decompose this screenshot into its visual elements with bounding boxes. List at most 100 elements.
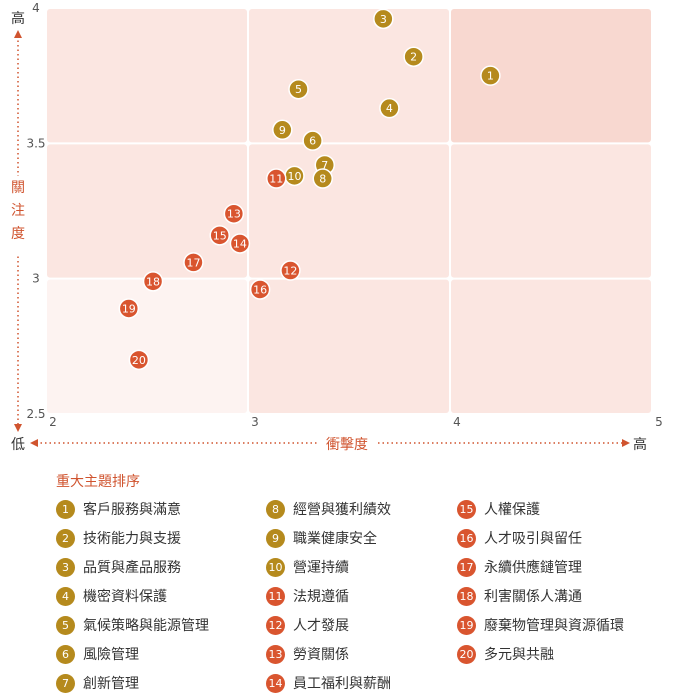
axes: 高 低 高 衝擊度 關注度 <box>9 10 647 453</box>
data-point-8: 8 <box>312 168 333 189</box>
legend-badge: 4 <box>56 586 75 606</box>
legend-badge: 6 <box>56 644 75 664</box>
y-axis-high-label: 高 <box>11 10 25 27</box>
materiality-matrix-chart: 2 3 4 52.533.54 高 低 高 衝擊度 關注度 1234567891011… <box>9 1 663 453</box>
data-point-label: 8 <box>319 173 326 186</box>
data-point-label: 5 <box>295 83 302 96</box>
legend-item-19: 19 廢棄物管理與資源循環 <box>457 614 624 636</box>
legend-label: 多元與共融 <box>484 647 554 663</box>
legend-item-15: 15 人權保護 <box>457 498 540 520</box>
legend-label: 氣候策略與能源管理 <box>83 618 209 634</box>
data-point-label: 1 <box>487 70 494 83</box>
data-point-9: 9 <box>272 119 293 141</box>
data-point-marker <box>302 130 323 151</box>
legend-badge: 18 <box>457 586 476 606</box>
data-point-marker <box>373 8 394 30</box>
data-point-label: 2 <box>410 51 417 64</box>
y-tick-label: 2.5 <box>26 407 45 421</box>
data-point-marker <box>280 260 301 281</box>
matrix-cell-2-0 <box>47 279 247 413</box>
data-point-label: 12 <box>283 265 297 278</box>
data-point-marker <box>183 252 204 273</box>
legend-item-12: 12 人才發展 <box>266 614 349 636</box>
legend-badge: 16 <box>457 528 476 548</box>
legend-badge: 7 <box>56 673 75 693</box>
legend-badge: 19 <box>457 615 476 635</box>
x-axis-high-label: 高 <box>633 436 647 453</box>
legend-label: 經營與獲利績效 <box>293 502 391 518</box>
x-tick-label: 4 <box>453 415 461 429</box>
legend-label: 人才吸引與留任 <box>484 531 582 547</box>
matrix-cell-1-1 <box>249 144 449 278</box>
y-axis-title-char: 度 <box>11 226 25 242</box>
legend-badge: 9 <box>266 528 285 548</box>
legend: 重大主題排序 1 客戶服務與滿意 2 技術能力與支援 3 品質與產品服務 4 機密資料保護 5 氣… <box>56 472 666 698</box>
legend-label: 營運持續 <box>293 560 349 576</box>
legend-label: 客戶服務與滿意 <box>83 502 181 518</box>
x-tick-label: 5 <box>655 415 663 429</box>
data-point-label: 16 <box>253 283 267 296</box>
legend-item-17: 17 永續供應鏈管理 <box>457 556 582 578</box>
data-point-label: 10 <box>287 170 301 183</box>
data-point-marker <box>379 97 400 119</box>
legend-item-13: 13 勞資關係 <box>266 643 349 665</box>
data-point-marker <box>272 119 293 141</box>
legend-label: 法規遵循 <box>293 589 349 605</box>
matrix-cell-0-0 <box>47 9 247 143</box>
matrix-cell-2-1 <box>249 279 449 413</box>
legend-badge: 13 <box>266 644 285 664</box>
legend-badge: 3 <box>56 557 75 577</box>
data-point-label: 9 <box>279 124 286 137</box>
legend-item-9: 9 職業健康安全 <box>266 527 377 549</box>
data-point-17: 17 <box>183 252 204 273</box>
x-axis-low-label: 低 <box>11 437 25 453</box>
legend-item-14: 14 員工福利與薪酬 <box>266 672 391 694</box>
data-point-marker <box>288 78 309 100</box>
legend-item-7: 7 創新管理 <box>56 672 139 694</box>
data-point-6: 6 <box>302 130 323 151</box>
data-point-label: 14 <box>233 237 247 250</box>
data-point-marker <box>209 225 230 246</box>
data-point-label: 18 <box>146 275 160 288</box>
y-tick-label: 3 <box>32 272 40 286</box>
y-axis-arrow-down <box>14 424 22 432</box>
y-axis-title-char: 注 <box>11 203 25 219</box>
y-tick-label: 4 <box>32 1 40 15</box>
y-axis-arrow-up <box>14 30 22 38</box>
matrix-cells <box>47 9 651 413</box>
legend-badge: 5 <box>56 615 75 635</box>
data-point-label: 15 <box>213 229 227 242</box>
data-point-label: 11 <box>269 173 283 186</box>
data-point-14: 14 <box>229 233 251 254</box>
data-point-20: 20 <box>128 349 150 371</box>
legend-columns: 1 客戶服務與滿意 2 技術能力與支援 3 品質與產品服務 4 機密資料保護 5 氣候策略與能源管… <box>56 498 666 698</box>
x-tick-label: 2 <box>49 415 57 429</box>
data-point-5: 5 <box>288 78 309 100</box>
axis-ticks: 2 3 4 5 2.5 3 3.5 4 <box>26 1 662 429</box>
legend-item-3: 3 品質與產品服務 <box>56 556 181 578</box>
legend-badge: 1 <box>56 499 75 519</box>
data-point-13: 13 <box>223 203 245 224</box>
legend-label: 人權保護 <box>484 502 540 518</box>
legend-badge: 11 <box>266 586 285 606</box>
y-tick-label: 3.5 <box>26 136 45 150</box>
matrix-cell-0-2 <box>451 9 651 143</box>
data-point-label: 3 <box>380 13 387 26</box>
legend-item-6: 6 風險管理 <box>56 643 139 665</box>
x-axis-arrow-left <box>30 439 38 447</box>
legend-title: 重大主題排序 <box>56 474 140 490</box>
legend-item-8: 8 經營與獲利績效 <box>266 498 391 520</box>
legend-badge: 8 <box>266 499 285 519</box>
legend-label: 機密資料保護 <box>83 589 167 605</box>
legend-badge: 10 <box>266 557 285 577</box>
data-point-16: 16 <box>249 279 271 300</box>
data-point-marker <box>249 279 271 300</box>
data-point-marker <box>142 271 164 292</box>
x-axis-arrow-right <box>622 439 630 447</box>
data-point-label: 13 <box>227 208 241 221</box>
data-point-label: 4 <box>386 102 393 115</box>
data-point-label: 6 <box>309 135 316 148</box>
x-tick-label: 3 <box>251 415 259 429</box>
legend-item-4: 4 機密資料保護 <box>56 585 167 607</box>
legend-item-10: 10 營運持續 <box>266 556 349 578</box>
